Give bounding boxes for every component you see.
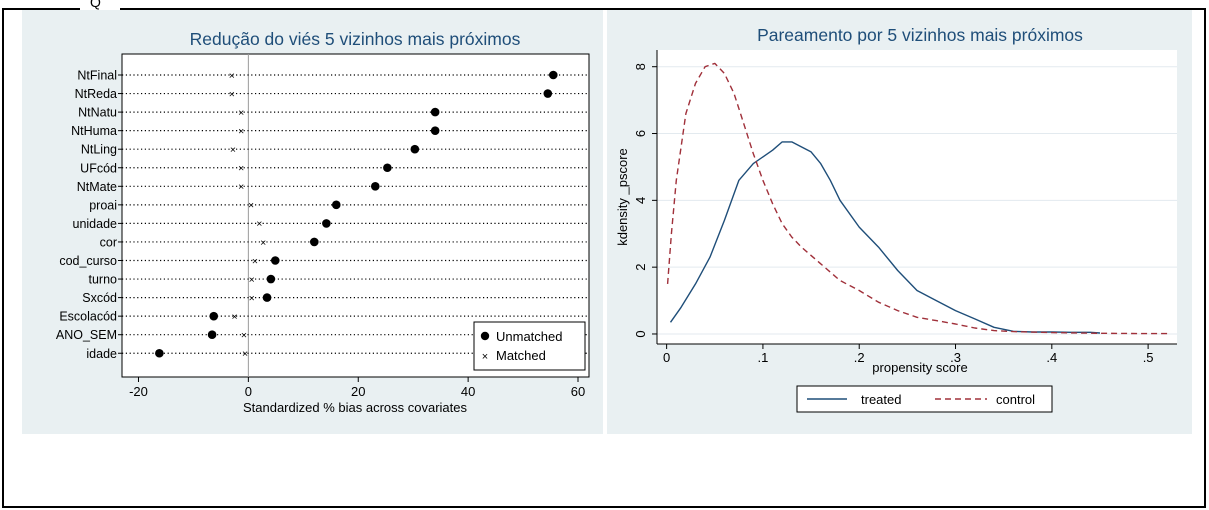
matched-point: × bbox=[238, 163, 244, 175]
matched-point: × bbox=[256, 218, 262, 230]
matched-point: × bbox=[229, 88, 235, 100]
matched-point: × bbox=[230, 144, 236, 156]
matched-point: × bbox=[229, 70, 235, 82]
y-tick-label: 2 bbox=[633, 264, 648, 271]
matched-point: × bbox=[238, 181, 244, 193]
category-label: idade bbox=[86, 347, 117, 361]
unmatched-point bbox=[543, 89, 553, 98]
unmatched-point bbox=[383, 163, 392, 173]
bias-chart: Redução do viés 5 vizinhos mais próximos… bbox=[56, 29, 590, 415]
matched-point: × bbox=[248, 200, 254, 212]
unmatched-point bbox=[309, 237, 319, 247]
y-tick-label: 6 bbox=[633, 130, 648, 137]
x-tick-label: .3 bbox=[950, 350, 961, 365]
x-axis-label: propensity score bbox=[872, 360, 967, 375]
document-frame bbox=[2, 8, 1206, 508]
series-line-control bbox=[666, 62, 1168, 335]
matched-point: × bbox=[241, 330, 247, 342]
category-label: NtNatu bbox=[78, 106, 117, 120]
unmatched-point bbox=[548, 70, 558, 80]
x-tick-label: -20 bbox=[129, 384, 148, 399]
category-label: ANO_SEM bbox=[56, 328, 117, 342]
unmatched-point bbox=[322, 219, 331, 228]
density-chart-panel: Pareamento por 5 vizinhos mais próximos … bbox=[607, 10, 1192, 434]
unmatched-point bbox=[410, 144, 420, 154]
legend-label-treated: treated bbox=[861, 392, 901, 407]
legend: treated control bbox=[796, 385, 1053, 413]
category-label: NtReda bbox=[75, 87, 117, 101]
x-tick-label: .5 bbox=[1143, 350, 1154, 365]
x-tick-label: 0 bbox=[245, 384, 252, 399]
legend-marker-unmatched bbox=[480, 331, 490, 341]
legend-label-unmatched: Unmatched bbox=[496, 329, 562, 344]
matched-point: × bbox=[242, 348, 248, 360]
category-label: Escolacód bbox=[59, 310, 117, 324]
legend-box bbox=[473, 321, 586, 371]
category-label: NtMate bbox=[77, 180, 117, 194]
legend-label-control: control bbox=[996, 392, 1035, 407]
bias-marks: NtFinal NtReda NtNatu NtHuma NtLing UFcód NtMa… bbox=[56, 54, 589, 399]
y-tick-label: 0 bbox=[633, 330, 648, 337]
chart-title: Redução do viés 5 vizinhos mais próximos bbox=[190, 29, 521, 49]
density-chart: Pareamento por 5 vizinhos mais próximos … bbox=[615, 25, 1177, 413]
x-tick-label: 20 bbox=[351, 384, 365, 399]
legend-marker-matched: × bbox=[482, 351, 488, 363]
matched-point: × bbox=[252, 255, 258, 267]
category-label: NtFinal bbox=[77, 69, 117, 83]
matched-point: × bbox=[249, 292, 255, 304]
matched-point: × bbox=[238, 107, 244, 119]
unmatched-point bbox=[430, 107, 440, 117]
legend: Unmatched × Matched bbox=[473, 321, 586, 371]
matched-point: × bbox=[260, 237, 266, 249]
unmatched-point bbox=[331, 200, 341, 210]
chart-title: Pareamento por 5 vizinhos mais próximos bbox=[757, 25, 1083, 45]
x-tick-label: 40 bbox=[461, 384, 475, 399]
x-tick-label: .1 bbox=[758, 350, 769, 365]
document-top-rule bbox=[2, 8, 1206, 10]
category-label: NtHuma bbox=[71, 124, 117, 138]
header-fragment: Q bbox=[90, 0, 101, 10]
bias-chart-panel: Redução do viés 5 vizinhos mais próximos… bbox=[22, 10, 603, 434]
y-tick-label: 8 bbox=[633, 63, 648, 70]
unmatched-point bbox=[266, 274, 276, 284]
category-label: unidade bbox=[73, 217, 118, 231]
density-marks: 0 2 4 6 8 0 .1 .2 .3 .4 .5 bbox=[633, 50, 1177, 365]
unmatched-point bbox=[207, 330, 217, 340]
y-axis-label: kdensity _pscore bbox=[615, 148, 630, 246]
unmatched-point bbox=[270, 256, 280, 265]
matched-point: × bbox=[232, 311, 238, 323]
unmatched-point bbox=[430, 126, 440, 135]
category-label: turno bbox=[89, 273, 118, 287]
category-label: cod_curso bbox=[59, 254, 117, 268]
matched-point: × bbox=[249, 274, 255, 286]
category-label: cor bbox=[100, 235, 117, 249]
category-label: NtLing bbox=[81, 143, 117, 157]
unmatched-point bbox=[209, 311, 219, 321]
unmatched-point bbox=[370, 182, 380, 191]
unmatched-point bbox=[262, 293, 272, 302]
x-tick-label: .2 bbox=[854, 350, 865, 365]
category-label: UFcód bbox=[80, 161, 117, 175]
matched-point: × bbox=[238, 125, 244, 137]
x-axis-label: Standardized % bias across covariates bbox=[243, 400, 468, 415]
category-label: Sxcód bbox=[82, 291, 117, 305]
legend-label-matched: Matched bbox=[496, 348, 546, 363]
plot-area bbox=[657, 50, 1177, 344]
y-tick-label: 4 bbox=[633, 197, 648, 204]
category-label: proai bbox=[89, 198, 117, 212]
x-tick-label: 0 bbox=[663, 350, 670, 365]
x-tick-label: 60 bbox=[571, 384, 585, 399]
unmatched-point bbox=[155, 348, 164, 358]
x-tick-label: .4 bbox=[1046, 350, 1057, 365]
